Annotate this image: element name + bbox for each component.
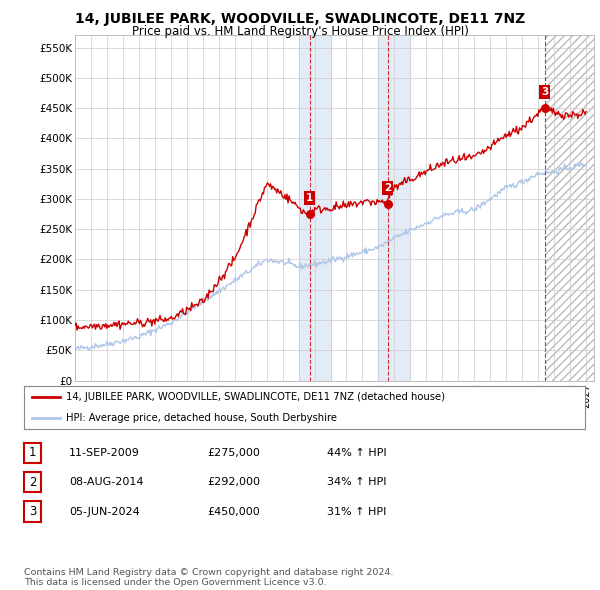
Text: £450,000: £450,000: [207, 507, 260, 516]
Text: 2: 2: [29, 476, 37, 489]
Text: 08-AUG-2014: 08-AUG-2014: [69, 477, 143, 487]
Text: 1: 1: [29, 446, 37, 459]
Text: Contains HM Land Registry data © Crown copyright and database right 2024.
This d: Contains HM Land Registry data © Crown c…: [24, 568, 394, 587]
Bar: [299, 35, 331, 381]
Text: 1: 1: [306, 193, 313, 203]
Text: Price paid vs. HM Land Registry's House Price Index (HPI): Price paid vs. HM Land Registry's House …: [131, 25, 469, 38]
Text: 31% ↑ HPI: 31% ↑ HPI: [327, 507, 386, 516]
Text: 3: 3: [29, 505, 37, 518]
Text: 14, JUBILEE PARK, WOODVILLE, SWADLINCOTE, DE11 7NZ (detached house): 14, JUBILEE PARK, WOODVILLE, SWADLINCOTE…: [66, 392, 445, 402]
Text: 11-SEP-2009: 11-SEP-2009: [69, 448, 140, 457]
Text: £275,000: £275,000: [207, 448, 260, 457]
Text: 3: 3: [541, 87, 548, 97]
Text: 05-JUN-2024: 05-JUN-2024: [69, 507, 140, 516]
Text: 2: 2: [385, 183, 392, 193]
Text: 34% ↑ HPI: 34% ↑ HPI: [327, 477, 386, 487]
Text: 44% ↑ HPI: 44% ↑ HPI: [327, 448, 386, 457]
Bar: [379, 35, 410, 381]
Text: 14, JUBILEE PARK, WOODVILLE, SWADLINCOTE, DE11 7NZ: 14, JUBILEE PARK, WOODVILLE, SWADLINCOTE…: [75, 12, 525, 26]
Text: HPI: Average price, detached house, South Derbyshire: HPI: Average price, detached house, Sout…: [66, 414, 337, 423]
Text: £292,000: £292,000: [207, 477, 260, 487]
Bar: [545, 35, 594, 381]
